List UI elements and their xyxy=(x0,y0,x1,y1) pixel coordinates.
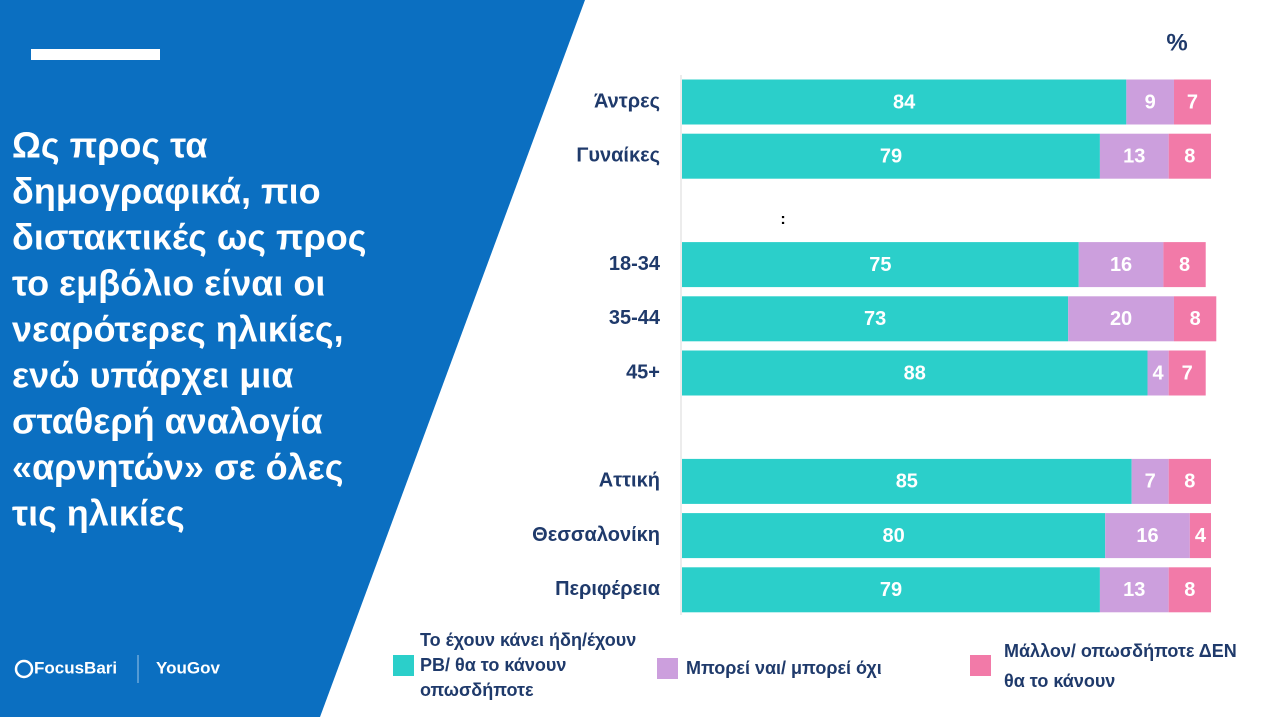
value-label: 13 xyxy=(1123,145,1145,167)
legend-swatch xyxy=(393,655,414,676)
value-label: 16 xyxy=(1110,254,1132,276)
bar-segment xyxy=(1099,133,1169,179)
value-label: 16 xyxy=(1136,525,1158,547)
category-label: 35-44 xyxy=(609,307,661,329)
headline-line: το εμβόλιο είναι οι xyxy=(12,263,325,304)
legend-label: Μάλλον/ οπωσδήποτε ΔΕΝ θα το κάνουν xyxy=(1004,641,1237,691)
bar-segment xyxy=(1189,513,1211,559)
bar-segment xyxy=(1105,513,1190,559)
bar-segment xyxy=(682,567,1100,613)
bar-segment xyxy=(1173,79,1211,125)
category-label: 45+ xyxy=(626,361,660,383)
bar-segment xyxy=(1168,350,1206,396)
bar-segment xyxy=(682,513,1106,559)
bar-segment xyxy=(682,296,1069,342)
category-label: Θεσσαλονίκη xyxy=(532,524,660,546)
logo-focusbari: FocusBari xyxy=(34,658,117,677)
category-label: Γυναίκες xyxy=(576,144,660,166)
value-label: 8 xyxy=(1184,471,1195,493)
value-label: 75 xyxy=(869,254,891,276)
category-label: Άντρες xyxy=(594,90,660,112)
value-label: 8 xyxy=(1179,254,1190,276)
value-label: 85 xyxy=(896,471,918,493)
value-label: 7 xyxy=(1182,362,1193,384)
headline-line: δημογραφικά, πιο xyxy=(12,171,321,212)
bar-segment xyxy=(682,242,1079,288)
legend-swatch xyxy=(970,655,991,676)
unit-label: % xyxy=(1166,29,1187,56)
bar-segment xyxy=(1168,133,1211,179)
value-label: 8 xyxy=(1184,145,1195,167)
logo-yougov: YouGov xyxy=(156,658,220,677)
bar-segment xyxy=(1147,350,1169,396)
bar-segment xyxy=(1163,242,1206,288)
category-label: 18-34 xyxy=(609,253,661,275)
value-label: 20 xyxy=(1110,308,1132,330)
bar-segment xyxy=(682,458,1132,504)
bar-segment xyxy=(682,79,1127,125)
bar-segment xyxy=(1078,242,1164,288)
value-label: 9 xyxy=(1145,91,1156,113)
headline-line: διστακτικές ως προς xyxy=(12,217,367,258)
bar-segment xyxy=(1099,567,1169,613)
legend-label: Μπορεί ναι/ μπορεί όχι xyxy=(686,658,882,678)
value-label: 7 xyxy=(1187,91,1198,113)
legend-swatch xyxy=(657,658,678,679)
legend-label: Το έχουν κάνει ήδη/έχουν PB/ θα το κάνου… xyxy=(420,630,637,700)
value-label: 13 xyxy=(1123,579,1145,601)
headline-line: νεαρότερες ηλικίες, xyxy=(12,309,344,350)
headline-line: τις ηλικίες xyxy=(12,493,185,534)
value-label: 4 xyxy=(1195,525,1207,547)
value-label: 8 xyxy=(1190,308,1201,330)
annotation: : xyxy=(780,211,785,228)
value-label: 80 xyxy=(882,525,904,547)
value-label: 73 xyxy=(864,308,886,330)
value-label: 4 xyxy=(1153,362,1165,384)
accent-bar xyxy=(31,49,160,60)
value-label: 88 xyxy=(904,362,926,384)
bar-segment xyxy=(682,350,1148,396)
bar-segment xyxy=(682,133,1100,179)
headline-line: «αρνητών» σε όλες xyxy=(12,447,344,488)
bar-segment xyxy=(1068,296,1174,342)
value-label: 79 xyxy=(880,145,902,167)
logo-icon xyxy=(14,659,34,679)
blue-panel xyxy=(0,0,585,717)
bar-segment xyxy=(1126,79,1174,125)
bar-segment xyxy=(1168,567,1211,613)
headline-line: ενώ υπάρχει μια xyxy=(12,355,293,396)
value-label: 79 xyxy=(880,579,902,601)
bar-segment xyxy=(1173,296,1217,342)
value-label: 7 xyxy=(1145,471,1156,493)
value-label: 84 xyxy=(893,91,916,113)
headline-line: σταθερή αναλογία xyxy=(12,401,323,442)
value-label: 8 xyxy=(1184,579,1195,601)
headline-line: Ως προς τα xyxy=(12,125,207,166)
bar-segment xyxy=(1168,458,1211,504)
category-label: Περιφέρεια xyxy=(555,578,661,600)
category-label: Αττική xyxy=(599,470,660,492)
bar-segment xyxy=(1131,458,1169,504)
